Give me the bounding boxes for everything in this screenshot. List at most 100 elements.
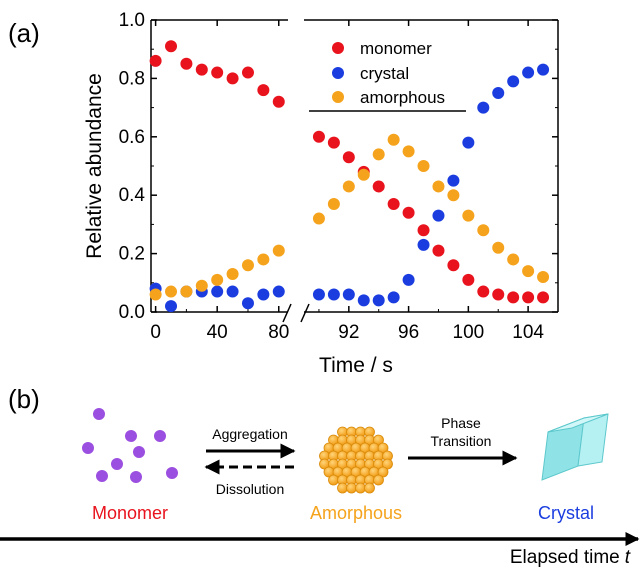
data-point-monomer (387, 197, 400, 210)
x-tick-label: 96 (398, 322, 419, 343)
legend-marker-monomer (332, 42, 344, 54)
data-point-crystal (447, 174, 460, 187)
data-point-crystal (327, 288, 340, 301)
x-axis-ticks: 0 40 80 92 96 100 104 (150, 20, 544, 343)
data-point-monomer (447, 259, 460, 272)
amorphous-particle (373, 434, 384, 446)
x-tick-label: 0 (150, 322, 161, 343)
monomer-particle (93, 408, 105, 420)
elapsed-time-variable: t (625, 547, 631, 568)
data-point-monomer (402, 206, 415, 219)
data-point-crystal (507, 75, 520, 88)
data-point-monomer (272, 95, 285, 108)
data-point-crystal (402, 273, 415, 286)
aggregation-label: Aggregation (212, 426, 288, 442)
data-point-amorphous (342, 180, 355, 193)
x-tick-label: 92 (338, 322, 359, 343)
y-tick-label: 0.8 (119, 68, 145, 89)
data-point-monomer (180, 57, 193, 70)
data-point-monomer (257, 84, 270, 97)
amorphous-particle (337, 482, 348, 494)
data-point-amorphous (537, 270, 550, 283)
amorphous-particle (377, 442, 389, 454)
data-point-crystal (522, 66, 535, 79)
x-tick-label: 100 (453, 322, 485, 343)
panel-b-label: (b) (8, 384, 40, 414)
data-point-monomer (492, 288, 505, 301)
data-point-amorphous (522, 265, 535, 278)
data-point-amorphous (312, 212, 325, 225)
chart-right-panel (304, 19, 559, 313)
data-point-crystal (462, 136, 475, 149)
data-point-amorphous (257, 253, 270, 266)
amorphous-particle (364, 482, 375, 494)
dissolution-label: Dissolution (216, 481, 284, 497)
data-points (149, 40, 550, 313)
data-point-amorphous (165, 285, 178, 298)
amorphous-particle (346, 482, 357, 494)
data-point-amorphous (447, 189, 460, 202)
legend-label-monomer: monomer (360, 39, 432, 58)
x-axis-title: Time / s (319, 354, 393, 377)
amorphous-particle (377, 466, 389, 478)
amorphous-cluster (319, 426, 393, 494)
legend-marker-amorphous (332, 91, 344, 103)
data-point-amorphous (226, 268, 239, 281)
data-point-monomer (195, 63, 208, 76)
data-point-monomer (327, 136, 340, 149)
elapsed-time-label: Elapsed time t (510, 547, 631, 568)
data-point-crystal (417, 238, 430, 251)
legend-label-amorphous: amorphous (360, 88, 445, 107)
amorphous-particle (355, 482, 366, 494)
monomer-particle (130, 471, 142, 483)
monomer-cluster (82, 408, 178, 483)
monomer-particle (82, 442, 94, 454)
chart-left-panel (150, 19, 288, 313)
monomer-particle (166, 467, 178, 479)
data-point-amorphous (402, 145, 415, 158)
monomer-particle (111, 458, 123, 470)
data-point-monomer (507, 291, 520, 304)
data-point-crystal (492, 87, 505, 99)
y-tick-label: 0.6 (119, 127, 145, 148)
crystal-label: Crystal (538, 503, 594, 523)
y-axis-ticks: 0.0 0.2 0.4 0.6 0.8 1.0 (119, 10, 558, 323)
legend-label-crystal: crystal (360, 64, 409, 83)
phase-label-line1: Phase (441, 415, 481, 431)
data-point-crystal (537, 63, 550, 76)
axis-break-marks (282, 303, 310, 323)
monomer-label: Monomer (92, 503, 168, 523)
y-tick-label: 0.0 (119, 302, 145, 323)
data-point-monomer (241, 66, 254, 79)
data-point-amorphous (149, 288, 162, 301)
data-point-amorphous (211, 273, 224, 286)
legend: monomer crystal amorphous (309, 39, 466, 112)
x-tick-label: 40 (207, 322, 228, 343)
data-point-crystal (372, 294, 385, 307)
data-point-amorphous (387, 133, 400, 146)
x-tick-label: 104 (512, 322, 544, 343)
data-point-amorphous (507, 253, 520, 266)
monomer-particle (133, 446, 145, 458)
data-point-monomer (226, 72, 239, 85)
crystal-shape (541, 413, 609, 481)
amorphous-particle (328, 474, 339, 486)
data-point-crystal (241, 297, 254, 310)
data-point-monomer (477, 285, 490, 298)
x-tick-label: 80 (268, 322, 289, 343)
monomer-particle (154, 430, 166, 442)
data-point-monomer (417, 224, 430, 237)
data-point-monomer (165, 40, 178, 53)
legend-marker-crystal (332, 67, 344, 79)
elapsed-time-text: Elapsed time (510, 547, 620, 568)
data-point-amorphous (272, 244, 285, 257)
data-point-crystal (257, 288, 270, 301)
monomer-particle (96, 470, 108, 482)
data-point-amorphous (241, 259, 254, 272)
data-point-monomer (342, 151, 355, 164)
data-point-crystal (342, 288, 355, 301)
data-point-amorphous (492, 241, 505, 254)
crystal-face (547, 413, 609, 433)
data-point-amorphous (195, 279, 208, 292)
data-point-crystal (312, 288, 325, 301)
